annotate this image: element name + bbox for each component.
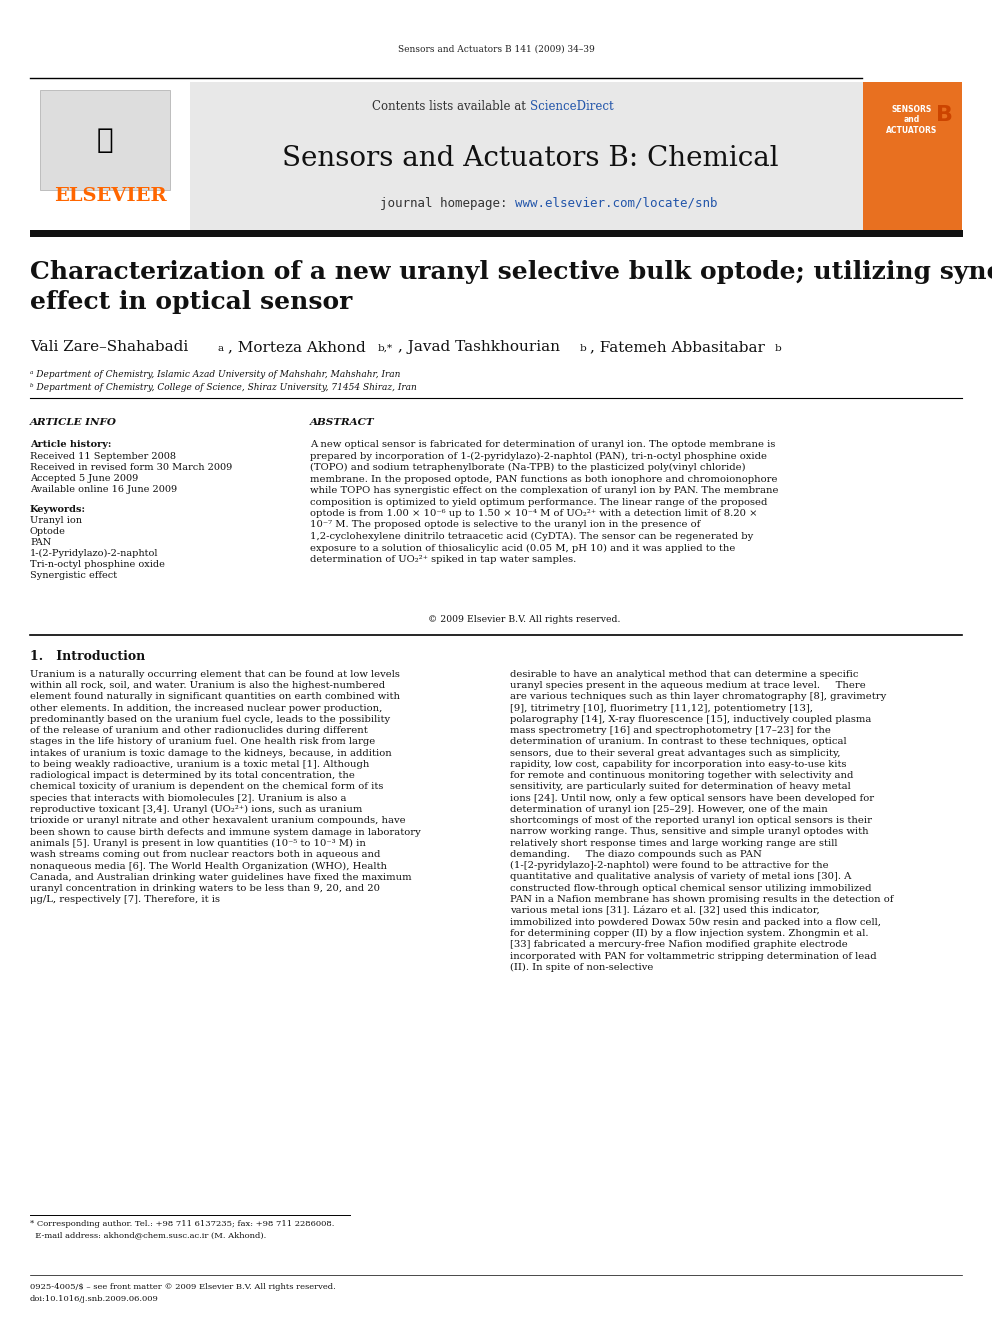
Text: Characterization of a new uranyl selective bulk optode; utilizing synergistic
ef: Characterization of a new uranyl selecti… [30, 261, 992, 314]
Bar [30, 230, 963, 237]
Text: b,*: b,* [378, 344, 393, 353]
Bar [40, 90, 170, 191]
Text: Optode: Optode [30, 527, 65, 536]
Text: © 2009 Elsevier B.V. All rights reserved.: © 2009 Elsevier B.V. All rights reserved… [428, 615, 620, 624]
Text: Keywords:: Keywords: [30, 505, 86, 515]
Text: doi:10.1016/j.snb.2009.06.009: doi:10.1016/j.snb.2009.06.009 [30, 1295, 159, 1303]
Text: ARTICLE INFO: ARTICLE INFO [30, 418, 117, 427]
Bar [30, 82, 863, 230]
Text: 🌳: 🌳 [96, 126, 113, 153]
Text: , Javad Tashkhourian: , Javad Tashkhourian [398, 340, 560, 355]
Text: Uranyl ion: Uranyl ion [30, 516, 82, 525]
Text: Received in revised form 30 March 2009: Received in revised form 30 March 2009 [30, 463, 232, 472]
Text: ᵇ Department of Chemistry, College of Science, Shiraz University, 71454 Shiraz, : ᵇ Department of Chemistry, College of Sc… [30, 382, 417, 392]
Text: Uranium is a naturally occurring element that can be found at low levels
within : Uranium is a naturally occurring element… [30, 669, 421, 905]
Text: b: b [580, 344, 586, 353]
Text: 1-(2-Pyridylazo)-2-naphtol: 1-(2-Pyridylazo)-2-naphtol [30, 549, 159, 558]
Text: b: b [775, 344, 782, 353]
Text: Vali Zare–Shahabadi: Vali Zare–Shahabadi [30, 340, 188, 355]
Text: , Morteza Akhond: , Morteza Akhond [228, 340, 366, 355]
Text: A new optical sensor is fabricated for determination of uranyl ion. The optode m: A new optical sensor is fabricated for d… [310, 441, 779, 564]
Text: B: B [936, 105, 953, 124]
Text: ABSTRACT: ABSTRACT [310, 418, 375, 427]
Text: SENSORS
and
ACTUATORS: SENSORS and ACTUATORS [887, 105, 937, 135]
Text: * Corresponding author. Tel.: +98 711 6137235; fax: +98 711 2286008.
  E-mail ad: * Corresponding author. Tel.: +98 711 61… [30, 1220, 334, 1240]
Text: ᵃ Department of Chemistry, Islamic Azad University of Mahshahr, Mahshahr, Iran: ᵃ Department of Chemistry, Islamic Azad … [30, 370, 401, 378]
Text: ScienceDirect: ScienceDirect [530, 101, 614, 112]
Text: Received 11 September 2008: Received 11 September 2008 [30, 452, 176, 460]
Text: Tri-n-octyl phosphine oxide: Tri-n-octyl phosphine oxide [30, 560, 165, 569]
Text: Synergistic effect: Synergistic effect [30, 572, 117, 579]
Text: ELSEVIER: ELSEVIER [54, 187, 167, 205]
Text: 1.   Introduction: 1. Introduction [30, 650, 145, 663]
Text: PAN: PAN [30, 538, 52, 546]
Text: Sensors and Actuators B: Chemical: Sensors and Actuators B: Chemical [282, 146, 779, 172]
Bar [30, 82, 190, 230]
Text: Available online 16 June 2009: Available online 16 June 2009 [30, 486, 178, 493]
Text: Article history:: Article history: [30, 441, 111, 448]
Text: desirable to have an analytical method that can determine a specific
uranyl spec: desirable to have an analytical method t… [510, 669, 894, 972]
Text: , Fatemeh Abbasitabar: , Fatemeh Abbasitabar [590, 340, 765, 355]
Text: Accepted 5 June 2009: Accepted 5 June 2009 [30, 474, 138, 483]
Text: journal homepage:: journal homepage: [380, 197, 515, 210]
Text: www.elsevier.com/locate/snb: www.elsevier.com/locate/snb [515, 197, 717, 210]
Text: Sensors and Actuators B 141 (2009) 34–39: Sensors and Actuators B 141 (2009) 34–39 [398, 45, 594, 54]
Text: 0925-4005/$ – see front matter © 2009 Elsevier B.V. All rights reserved.: 0925-4005/$ – see front matter © 2009 El… [30, 1283, 335, 1291]
Text: a: a [218, 344, 224, 353]
Text: Contents lists available at: Contents lists available at [372, 101, 530, 112]
Bar [863, 82, 962, 230]
